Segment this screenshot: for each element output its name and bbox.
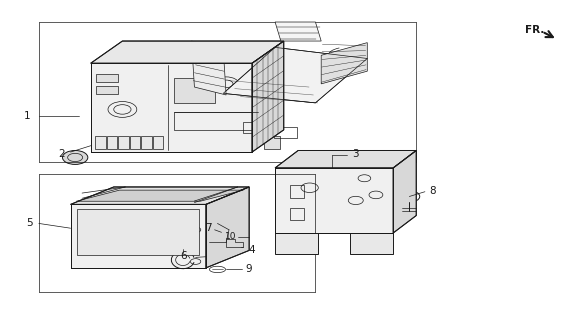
Bar <box>263 136 280 149</box>
Text: 4: 4 <box>249 245 255 255</box>
Polygon shape <box>71 204 206 268</box>
Bar <box>174 112 258 130</box>
Text: 1: 1 <box>24 111 31 121</box>
Bar <box>97 74 118 82</box>
Text: 2: 2 <box>58 149 65 159</box>
Bar <box>243 122 259 133</box>
Polygon shape <box>71 187 249 204</box>
Bar <box>107 136 117 149</box>
Bar <box>174 78 215 103</box>
Polygon shape <box>275 168 393 233</box>
Polygon shape <box>321 43 367 84</box>
Text: 7: 7 <box>206 223 212 233</box>
Bar <box>97 86 118 94</box>
Polygon shape <box>275 233 318 253</box>
Text: FR.: FR. <box>525 25 544 35</box>
Text: 5: 5 <box>25 219 32 228</box>
Polygon shape <box>275 22 321 41</box>
Polygon shape <box>91 63 252 152</box>
Polygon shape <box>223 47 367 103</box>
Bar <box>118 136 129 149</box>
Bar <box>141 136 152 149</box>
Polygon shape <box>206 187 249 268</box>
Bar <box>263 101 280 114</box>
Bar <box>290 185 304 198</box>
Text: 6: 6 <box>180 251 187 261</box>
Bar <box>274 127 296 138</box>
Bar <box>130 136 140 149</box>
Ellipse shape <box>63 150 88 164</box>
Text: 9: 9 <box>246 264 252 275</box>
Polygon shape <box>350 233 393 253</box>
Polygon shape <box>76 190 243 201</box>
Polygon shape <box>393 150 416 233</box>
Polygon shape <box>275 150 416 168</box>
Bar <box>153 136 163 149</box>
Polygon shape <box>91 41 284 63</box>
Text: 8: 8 <box>429 186 436 196</box>
Text: 10: 10 <box>225 232 236 241</box>
Bar <box>263 119 280 132</box>
Bar <box>96 136 106 149</box>
Polygon shape <box>192 41 226 95</box>
Bar <box>290 208 304 220</box>
Text: 3: 3 <box>353 149 359 159</box>
Polygon shape <box>78 209 199 255</box>
Polygon shape <box>252 41 284 152</box>
